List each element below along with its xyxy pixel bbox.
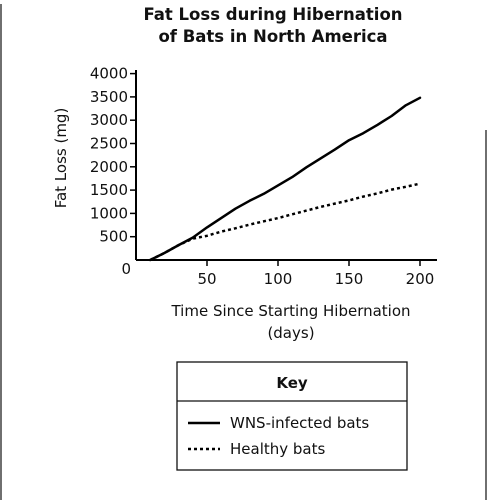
y-ticks: 500 1000 1500 2000 2500 3000 3500 4000 bbox=[90, 65, 136, 246]
y-tick-label: 1000 bbox=[90, 204, 128, 222]
y-tick-label: 2000 bbox=[90, 158, 128, 176]
y-tick-label: 4000 bbox=[90, 65, 128, 83]
y-tick-label: 3000 bbox=[90, 111, 128, 129]
y-tick-label: 1500 bbox=[90, 181, 128, 199]
x-axis-label-line-1: Time Since Starting Hibernation bbox=[170, 302, 410, 320]
series-layer bbox=[148, 96, 422, 262]
y-tick-label: 500 bbox=[99, 228, 128, 246]
series-line-wns-infected bbox=[148, 96, 422, 262]
chart-title-line-1: Fat Loss during Hibernation bbox=[143, 5, 402, 24]
legend-box bbox=[176, 361, 408, 471]
series-line-healthy bbox=[149, 182, 421, 262]
x-ticks: 50 100 150 200 bbox=[197, 260, 434, 288]
y-tick-label: 2500 bbox=[90, 135, 128, 153]
legend-label-healthy: Healthy bats bbox=[230, 440, 325, 458]
y-tick-label: 3500 bbox=[90, 88, 128, 106]
x-tick-label: 100 bbox=[264, 270, 293, 288]
y-axis-label: Fat Loss (mg) bbox=[52, 108, 70, 209]
x-tick-label: 150 bbox=[335, 270, 364, 288]
origin-label: 0 bbox=[121, 260, 131, 278]
legend-title: Key bbox=[276, 374, 308, 392]
x-axis-label-line-2: (days) bbox=[267, 324, 314, 342]
legend-label-wns: WNS-infected bats bbox=[230, 414, 369, 432]
x-tick-label: 200 bbox=[406, 270, 435, 288]
legend: Key WNS-infected bats Healthy bats bbox=[176, 361, 408, 471]
chart-title-line-2: of Bats in North America bbox=[158, 27, 387, 46]
x-tick-label: 50 bbox=[197, 270, 216, 288]
